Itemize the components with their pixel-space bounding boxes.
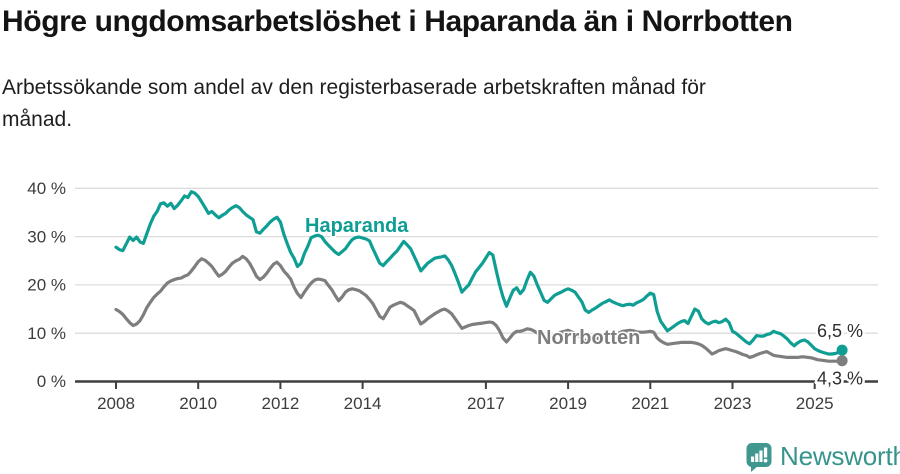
- x-tick-label: 2012: [261, 394, 299, 413]
- haparanda-line: [114, 190, 844, 356]
- y-tick-label: 0 %: [37, 372, 66, 391]
- newsworthy-logo-icon: [746, 443, 772, 472]
- haparanda-endpoint-dot: [836, 344, 848, 356]
- norrbotten-line: [114, 254, 844, 363]
- series-label-norrbotten: Norrbotten: [537, 327, 640, 349]
- x-tick-label: 2023: [714, 394, 752, 413]
- newsworthy-branding: Newsworthy: [746, 440, 900, 472]
- x-tick-label: 2017: [467, 394, 505, 413]
- end-value-haparanda: 6,5 %: [817, 321, 863, 341]
- x-axis: [75, 380, 878, 389]
- plot-series: [114, 190, 848, 367]
- y-tick-label: 10 %: [27, 324, 66, 343]
- page-title: Högre ungdomsarbetslöshet i Haparanda än…: [2, 5, 793, 38]
- x-axis-labels: 2008 2010 2012 2014 2017 2019 2021 2023 …: [97, 394, 834, 413]
- x-tick-label: 2008: [97, 394, 135, 413]
- end-value-norrbotten: 4,3 %: [817, 369, 863, 389]
- y-axis-labels: 40 % 30 % 20 % 10 % 0 %: [27, 179, 66, 391]
- chart-subtitle: Arbetssökande som andel av den registerb…: [2, 76, 706, 131]
- gridlines: [75, 187, 878, 334]
- x-tick-label: 2025: [796, 394, 834, 413]
- brand-name: Newsworthy: [780, 441, 900, 471]
- x-tick-label: 2021: [631, 394, 669, 413]
- series-label-haparanda: Haparanda: [305, 215, 409, 237]
- x-tick-label: 2019: [549, 394, 587, 413]
- x-tick-label: 2010: [179, 394, 217, 413]
- x-axis-ticks: [115, 382, 816, 389]
- y-tick-label: 40 %: [27, 179, 66, 198]
- norrbotten-endpoint-dot: [836, 355, 848, 367]
- x-tick-label: 2014: [344, 394, 382, 413]
- y-tick-label: 20 %: [27, 276, 66, 295]
- y-tick-label: 30 %: [27, 227, 66, 246]
